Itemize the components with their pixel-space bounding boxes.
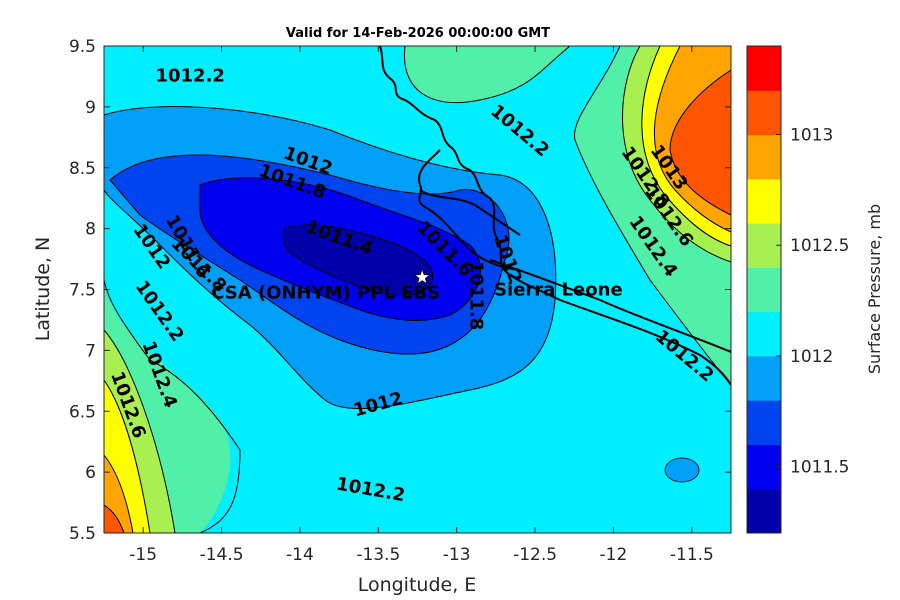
- contour-line: [622, 46, 731, 263]
- colorbar-band: [747, 46, 781, 91]
- y-tick-label: 8.5: [69, 159, 96, 179]
- x-axis-label: Longitude, E: [358, 574, 477, 596]
- coastline-path: [379, 46, 731, 386]
- y-tick-label: 6.5: [69, 402, 96, 422]
- x-tick-label: -12: [600, 545, 628, 565]
- contour-line: [669, 69, 731, 216]
- colorbar-tick-label: 1013: [790, 126, 833, 146]
- colorbar-band: [747, 267, 781, 313]
- x-tick-label: -12.5: [513, 545, 557, 565]
- x-tick-label: -14.5: [200, 545, 244, 565]
- y-tick-label: 7: [85, 341, 96, 361]
- band-low-se: [664, 457, 700, 483]
- colorbar-frame: [746, 45, 782, 534]
- colorbar-band: [747, 488, 781, 534]
- contour-line: [199, 177, 481, 321]
- x-tick-label: -13.5: [356, 545, 400, 565]
- y-tick-label: 7.5: [69, 281, 96, 301]
- contour-line: [654, 46, 731, 233]
- y-tick-label: 6: [85, 463, 96, 483]
- contour-line: [641, 46, 731, 247]
- colorbar-band: [747, 311, 781, 357]
- chart-title: Valid for 14-Feb-2026 00:00:00 GMT: [286, 26, 550, 41]
- contour-fill: [104, 46, 731, 533]
- colorbar-tick-label: 1012.5: [790, 236, 849, 256]
- y-tick-label: 9.5: [69, 37, 96, 57]
- y-tick-label: 5.5: [69, 524, 96, 544]
- colorbar-band: [747, 444, 781, 490]
- colorbar-bands: [747, 46, 781, 534]
- y-axis-label: Latitude, N: [32, 237, 54, 342]
- y-axis-ticks: 5.5 6 6.5 7 7.5 8 8.5 9 9.5: [69, 37, 731, 544]
- river-path: [418, 149, 521, 271]
- band-1013-ne: [670, 70, 731, 215]
- x-tick-label: -14: [286, 545, 314, 565]
- colorbar-band: [747, 90, 781, 136]
- colorbar-band: [747, 223, 781, 268]
- x-tick-label: -11.5: [670, 545, 714, 565]
- band-1013-sw: [104, 505, 124, 533]
- colorbar-tick-label: 1012: [790, 347, 833, 367]
- y-tick-label: 9: [85, 98, 96, 118]
- colorbar-label: Surface Pressure, mb: [865, 204, 884, 374]
- country-label: Sierra Leone: [494, 280, 623, 301]
- contour-line: [104, 454, 134, 533]
- contour-line: [104, 329, 176, 533]
- station-star-icon: [413, 268, 431, 285]
- colorbar-ticks: 1011.5 1012 1012.5 1013: [776, 126, 849, 478]
- colorbar-tick-label: 1011.5: [790, 458, 849, 478]
- contour-line: [104, 279, 241, 533]
- contour-line: [282, 224, 433, 296]
- x-tick-label: -15: [129, 545, 157, 565]
- station-label: CSA (ONHYM) PPL EBS: [211, 282, 440, 303]
- contour-line: [109, 154, 510, 355]
- colorbar-band: [747, 400, 781, 445]
- x-axis-ticks: -15 -14.5 -14 -13.5 -13 -12.5 -12 -11.5: [129, 46, 714, 565]
- x-tick-label: -13: [443, 545, 471, 565]
- coastline: [379, 46, 731, 386]
- contour-lines: [104, 46, 731, 533]
- colorbar-band: [747, 355, 781, 401]
- contour-line: [104, 106, 557, 410]
- river-path: [419, 189, 521, 236]
- colorbar-band: [747, 134, 781, 180]
- y-tick-label: 8: [85, 220, 96, 240]
- contour-line: [104, 504, 125, 533]
- contour-label: 1011.8: [465, 261, 486, 330]
- contour-line: [104, 379, 151, 533]
- colorbar-band: [747, 178, 781, 224]
- contour-line: [104, 46, 571, 104]
- border-path: [489, 259, 731, 353]
- contour-label: 1012.2: [155, 65, 224, 86]
- colorbar: 1011.5 1012 1012.5 1013 Surface Pressure, m…: [746, 45, 884, 534]
- station: CSA (ONHYM) PPL EBS Sierra Leone: [211, 268, 623, 303]
- band-1011-2: [283, 224, 433, 296]
